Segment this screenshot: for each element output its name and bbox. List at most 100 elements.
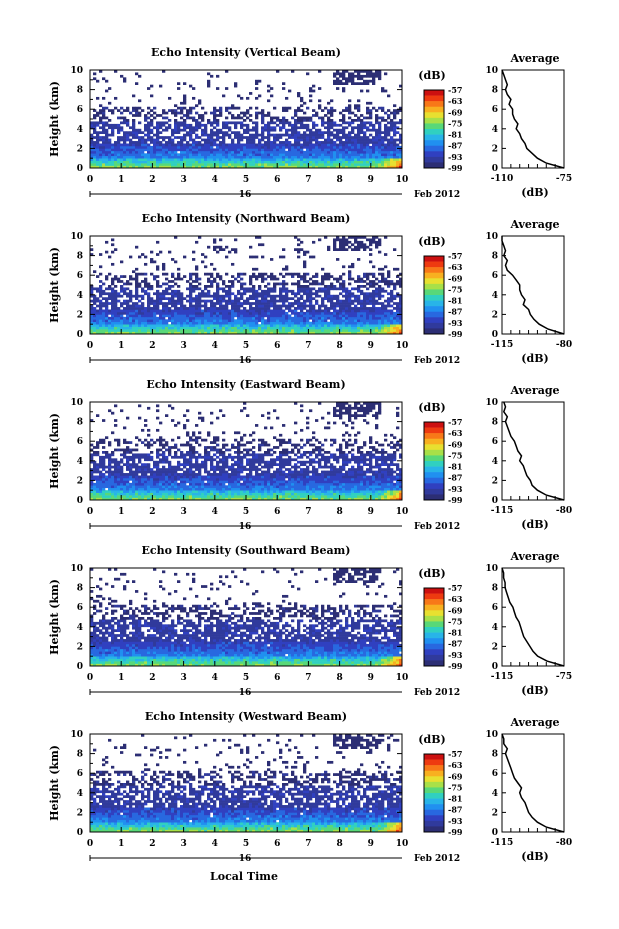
- heatmap-cell: [213, 311, 217, 315]
- heatmap-cell: [390, 492, 394, 496]
- heatmap-cell: [273, 297, 277, 300]
- heatmap-cell: [390, 314, 394, 318]
- heatmap-cell: [321, 289, 325, 293]
- heatmap-cell: [393, 302, 397, 305]
- heatmap-cell: [399, 497, 403, 501]
- heatmap-cell: [300, 143, 304, 147]
- heatmap-cell: [138, 490, 142, 493]
- heatmap-cell: [162, 262, 166, 266]
- heatmap-cell: [159, 316, 163, 320]
- heatmap-cell: [117, 141, 121, 144]
- heatmap-cell: [204, 497, 208, 501]
- heatmap-cell: [186, 287, 190, 291]
- heatmap-cell: [141, 326, 145, 330]
- heatmap-cell: [306, 285, 310, 288]
- heatmap-cell: [201, 160, 205, 164]
- heatmap-cell: [144, 133, 148, 137]
- heatmap-cell: [93, 121, 97, 125]
- colorbar-swatch: [424, 90, 444, 96]
- heatmap-cell: [342, 158, 346, 161]
- heatmap-cell: [93, 311, 97, 315]
- heatmap-cell: [252, 326, 256, 330]
- heatmap-cell: [129, 150, 133, 154]
- heatmap-cell: [381, 87, 385, 90]
- heatmap-cell: [144, 280, 148, 283]
- heatmap-cell: [123, 77, 127, 81]
- heatmap-cell: [351, 145, 355, 149]
- heatmap-cell: [270, 133, 274, 137]
- heatmap-cell: [309, 492, 313, 496]
- heatmap-cell: [135, 492, 139, 496]
- heatmap-cell: [210, 302, 214, 305]
- heatmap-cell: [330, 145, 334, 149]
- heatmap-cell: [384, 163, 388, 166]
- heatmap-cell: [369, 74, 373, 78]
- y-axis-label: Height (km): [48, 247, 61, 323]
- heatmap-cell: [354, 236, 358, 239]
- heatmap-cell: [171, 319, 175, 323]
- heatmap-cell: [141, 272, 145, 276]
- heatmap-cell: [393, 128, 397, 132]
- heatmap-cell: [198, 282, 202, 286]
- heatmap-cell: [285, 329, 289, 332]
- heatmap-cell: [381, 116, 385, 120]
- heatmap-cell: [279, 128, 283, 132]
- heatmap-cell: [267, 153, 271, 157]
- heatmap-cell: [249, 319, 253, 323]
- heatmap-cell: [330, 326, 334, 330]
- heatmap-cell: [237, 490, 241, 493]
- heatmap-cell: [255, 133, 259, 137]
- heatmap-cell: [306, 321, 310, 325]
- heatmap-cell: [327, 326, 331, 330]
- heatmap-cell: [270, 326, 274, 330]
- heatmap-cell: [270, 150, 274, 154]
- heatmap-cell: [189, 275, 193, 278]
- heatmap-cell: [156, 253, 160, 256]
- heatmap-cell: [345, 248, 349, 251]
- heatmap-cell: [300, 314, 304, 318]
- heatmap-cell: [321, 116, 325, 120]
- heatmap-cell: [189, 497, 193, 501]
- heatmap-cell: [177, 495, 181, 498]
- heatmap-cell: [210, 262, 214, 266]
- heatmap-cell: [240, 294, 244, 298]
- heatmap-cell: [93, 294, 97, 298]
- heatmap-cell: [300, 487, 304, 491]
- heatmap-cell: [321, 153, 325, 157]
- heatmap-cell: [219, 143, 223, 147]
- heatmap-cell: [372, 153, 376, 157]
- heatmap-cell: [195, 104, 199, 108]
- heatmap-cell: [258, 158, 262, 161]
- heatmap-cell: [297, 243, 301, 247]
- heatmap-cell: [354, 126, 358, 130]
- heatmap-cell: [228, 155, 232, 159]
- heatmap-cell: [351, 143, 355, 147]
- heatmap-cell: [360, 143, 364, 147]
- heatmap-cell: [138, 331, 142, 335]
- heatmap-cell: [276, 119, 280, 122]
- x-tick-label: 3: [180, 341, 186, 351]
- heatmap-cell: [384, 299, 388, 303]
- x-tick-label: 4: [212, 175, 218, 185]
- colorbar-swatch: [424, 261, 444, 268]
- heatmap-cell: [321, 492, 325, 496]
- heatmap-cell: [183, 145, 187, 149]
- heatmap-cell: [105, 292, 109, 296]
- heatmap-cell: [111, 299, 115, 303]
- heatmap-cell: [126, 109, 130, 112]
- heatmap-cell: [180, 324, 184, 327]
- heatmap-cell: [237, 497, 241, 501]
- heatmap-cell: [207, 292, 211, 296]
- heatmap-cell: [210, 487, 214, 491]
- heatmap-cell: [330, 304, 334, 308]
- heatmap-cell: [309, 490, 313, 493]
- heatmap-cell: [375, 326, 379, 330]
- heatmap-cell: [324, 326, 328, 330]
- heatmap-cell: [372, 82, 376, 85]
- heatmap-cell: [219, 109, 223, 112]
- heatmap-cell: [168, 96, 172, 100]
- heatmap-cell: [147, 126, 151, 130]
- heatmap-cell: [138, 114, 142, 117]
- heatmap-cell: [348, 495, 352, 498]
- heatmap-cell: [309, 153, 313, 157]
